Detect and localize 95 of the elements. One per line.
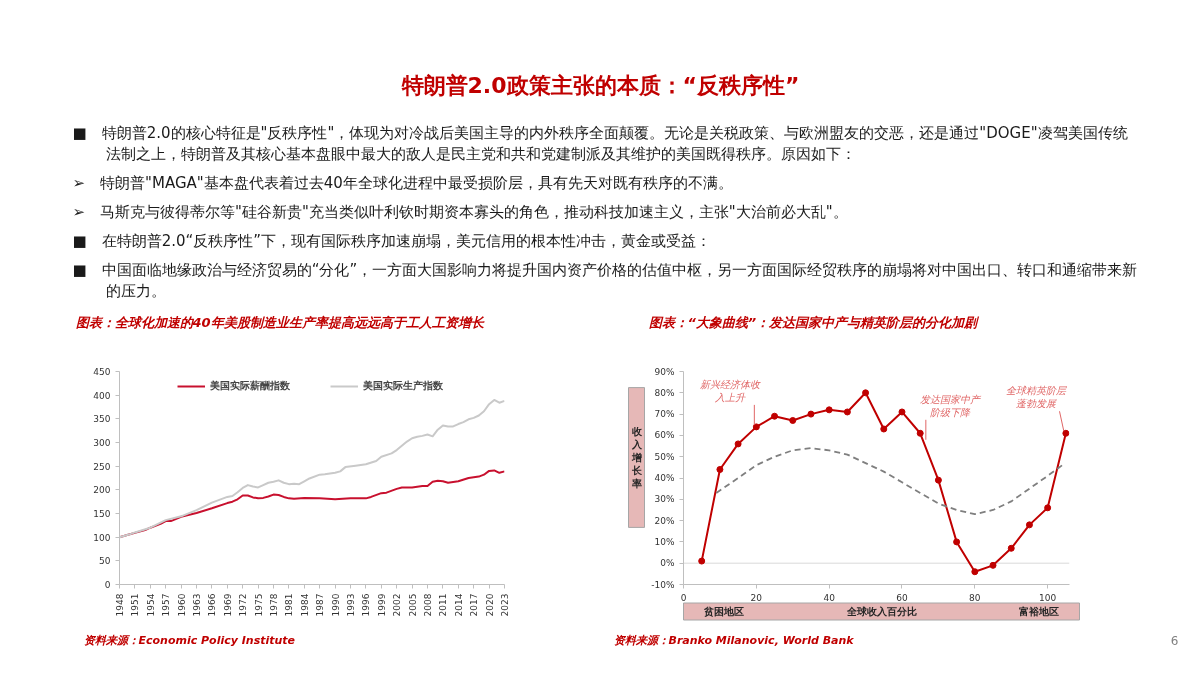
y-tick-label: 50 (99, 556, 111, 567)
text: ■ 特朗普2.0的核心特征是"反秩序性"，体现为对冷战后美国主导的内外秩序全面颠覆。无论是关税政策、与欧洲盟友的交恶，还是通过"DOGE"凌驾美国传统法制之上，特朗普及其核心基本盘眼中最大的敌人是民主党和共和党建制派及其维护的美国既得秩序。原因如下： (72, 123, 1128, 163)
x-tick-label: 0 (680, 592, 687, 603)
point (789, 417, 797, 424)
annotation: 发达国家中产阶级下降 (919, 393, 982, 418)
x-tick-label: 1960 (176, 593, 187, 617)
point (898, 408, 906, 416)
x-axis-title: 全球收入百分比 (845, 606, 917, 617)
x-tick-label: 2020 (484, 593, 495, 617)
x-tick-label: 1996 (361, 593, 372, 617)
x-tick-label: 80 (969, 592, 981, 603)
text: 特朗普2.0政策主张的本质：“反秩序性” (400, 73, 800, 98)
y-tick-label: 0 (104, 580, 111, 590)
point (698, 557, 706, 565)
x-tick-label: 2011 (438, 593, 449, 617)
x-tick-label: 1972 (238, 593, 249, 617)
point (716, 465, 724, 473)
y-tick-label: 40% (654, 473, 675, 483)
y-tick-label: 60% (654, 430, 675, 441)
y-axis-title: 收入增长率 (630, 425, 643, 490)
x-tick-label: 2008 (423, 593, 433, 617)
text: ➢ 特朗普"MAGA"基本盘代表着过去40年全球化进程中最受损阶层，具有先天对既有秩序的不满。 (72, 173, 733, 192)
x-tick-label: 1978 (269, 593, 279, 617)
line-series (715, 447, 1064, 516)
legend-label: 美国实际生产指数 (362, 379, 443, 393)
point (825, 406, 833, 414)
x-tick-label: 2002 (392, 593, 403, 617)
point (880, 425, 888, 433)
point (971, 568, 979, 576)
y-tick-label: 300 (93, 438, 111, 448)
text: 富裕地区 (1018, 606, 1059, 617)
y-tick-label: -10% (651, 579, 675, 590)
chart-title: 图表：“大象曲线”：发达国家中产与精英阶层的分化加剧 (648, 315, 981, 330)
point (953, 538, 961, 546)
x-tick-label: 1981 (284, 593, 295, 617)
y-tick-label: 100 (93, 532, 111, 543)
point (862, 389, 870, 397)
y-tick-label: 200 (93, 485, 111, 496)
point (807, 410, 815, 418)
text: 资料来源：Branko Milanovic, World Bank (613, 634, 855, 647)
x-tick-label: 2017 (469, 593, 480, 617)
x-tick-label: 1948 (115, 593, 125, 617)
y-tick-label: 80% (654, 387, 675, 398)
y-tick-label: 0% (660, 558, 675, 569)
y-tick-label: 90% (654, 366, 675, 377)
text: ■ 在特朗普2.0“反秩序性”下，现有国际秩序加速崩塌，美元信用的根本性冲击，黄金或受益： (72, 231, 712, 250)
text: ■ 中国面临地缘政治与经济贸易的“分化”，一方面大国影响力将提升国内资产价格的估值中枢，另一方面国际经贸秩序的崩塌将对中国出口、转口和通缩带来新的压力。 (72, 260, 1138, 300)
point (843, 408, 851, 416)
y-tick-label: 50% (654, 451, 675, 462)
point (1025, 521, 1033, 529)
y-tick-label: 70% (654, 409, 675, 420)
point (1044, 504, 1052, 512)
point (989, 561, 997, 569)
y-tick-label: 150 (93, 509, 111, 519)
legend-label: 美国实际薪酬指数 (209, 379, 290, 393)
point (771, 412, 779, 420)
x-tick-label: 100 (1039, 592, 1057, 603)
x-tick-label: 20 (750, 592, 763, 603)
x-tick-label: 1954 (145, 593, 156, 617)
text: 6 (1170, 634, 1179, 648)
annotation: 新兴经济体收入上升 (700, 378, 762, 403)
point (916, 429, 924, 437)
y-tick-label: 10% (654, 536, 675, 547)
annotation: 全球精英阶层蓬勃发展 (1005, 385, 1067, 410)
text: 贫困地区 (702, 606, 744, 617)
x-tick-label: 1975 (253, 593, 264, 617)
x-tick-label: 1993 (346, 593, 356, 617)
point (734, 440, 742, 448)
x-tick-label: 1969 (222, 593, 233, 617)
point (1007, 544, 1015, 552)
y-tick-label: 450 (93, 367, 111, 377)
x-tick-label: 1966 (207, 593, 218, 617)
x-tick-label: 1957 (161, 593, 172, 617)
x-tick-label: 40 (823, 592, 836, 603)
x-tick-label: 2005 (407, 593, 418, 617)
x-tick-label: 1951 (130, 593, 141, 617)
y-tick-label: 250 (93, 461, 111, 472)
point (1062, 429, 1070, 437)
x-tick-label: 1990 (330, 593, 341, 617)
x-tick-label: 1984 (299, 593, 310, 617)
y-tick-label: 400 (93, 390, 111, 401)
x-tick-label: 60 (896, 592, 908, 603)
y-tick-label: 30% (654, 494, 675, 505)
y-tick-label: 350 (93, 414, 111, 425)
x-tick-label: 2014 (453, 593, 464, 617)
chart-title: 图表：全球化加速的40年美股制造业生产率提高远远高于工人工资增长 (75, 315, 485, 330)
x-tick-label: 1987 (315, 593, 326, 617)
x-tick-label: 2023 (500, 593, 510, 617)
x-tick-label: 1999 (376, 593, 387, 617)
y-tick-label: 20% (654, 515, 675, 526)
x-tick-label: 1963 (192, 593, 202, 617)
text: 资料来源：Economic Policy Institute (83, 634, 296, 647)
point (752, 423, 760, 431)
point (934, 476, 942, 484)
text: ➢ 马斯克与彼得蒂尔等"硅谷新贵"充当类似叶利钦时期资本寡头的角色，推动科技加速主义，主张"大治前必大乱"。 (72, 202, 848, 221)
